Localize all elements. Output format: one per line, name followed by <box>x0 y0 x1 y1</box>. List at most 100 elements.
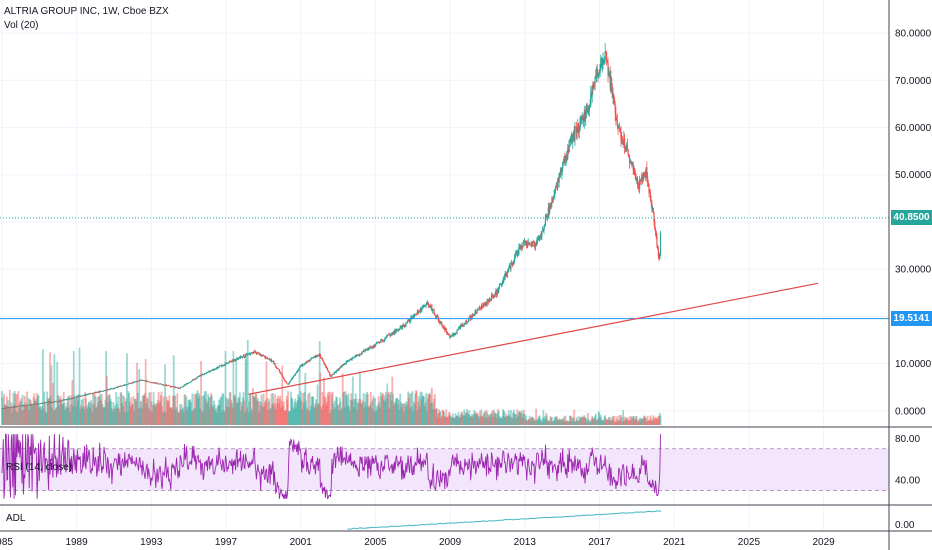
candle-body <box>94 392 96 393</box>
candle-body <box>329 374 332 377</box>
candle-body <box>154 382 156 384</box>
volume-bar <box>343 391 346 425</box>
volume-bar <box>650 418 653 425</box>
volume-bar <box>612 415 614 425</box>
candle-body <box>142 380 145 381</box>
candle-body <box>35 403 37 405</box>
volume-bar <box>178 412 181 425</box>
volume-bar <box>556 420 559 425</box>
candle-body <box>480 308 482 309</box>
volume-bar <box>147 407 150 425</box>
volume-bar <box>64 409 67 425</box>
candle-body <box>414 313 416 315</box>
volume-bar <box>52 410 55 425</box>
volume-bar <box>362 393 365 425</box>
candle-body <box>4 408 6 410</box>
volume-bar <box>116 407 119 425</box>
candle-body <box>483 303 485 308</box>
candle-body <box>405 322 407 326</box>
candle-body <box>70 398 72 400</box>
volume-bar <box>318 404 320 425</box>
volume-bar <box>384 401 387 425</box>
candle-body <box>38 403 40 405</box>
volume-bar <box>102 407 105 425</box>
candle-body <box>462 324 464 326</box>
volume-bar <box>623 416 626 425</box>
candle-body <box>367 348 369 351</box>
volume-bar <box>176 393 179 425</box>
candle-body <box>511 262 513 265</box>
volume-bar <box>327 395 330 425</box>
candle-body <box>363 350 365 352</box>
candle-body <box>47 402 49 403</box>
volume-bar <box>323 377 325 425</box>
volume-bar <box>551 421 554 425</box>
candle-body <box>387 334 389 336</box>
volume-bar <box>285 395 288 425</box>
volume-bar <box>215 412 218 425</box>
volume-bar <box>172 396 174 425</box>
candle-body <box>544 215 547 225</box>
candle-body <box>63 399 66 401</box>
candle-body <box>206 372 209 373</box>
candle-body <box>588 105 590 112</box>
volume-bar <box>341 373 344 425</box>
volume-bar <box>338 410 340 425</box>
volume-bar <box>648 420 651 425</box>
volume-bar <box>580 416 583 425</box>
volume-bar <box>604 415 607 425</box>
volume-bar <box>451 417 453 425</box>
candle-body <box>156 382 158 384</box>
candle-body <box>613 98 616 105</box>
candle-body <box>644 175 647 177</box>
volume-bar <box>141 395 144 425</box>
volume-bar <box>141 408 143 425</box>
volume-bar <box>185 407 187 425</box>
candle-body <box>458 326 460 328</box>
candle-body <box>422 306 424 308</box>
volume-bar <box>9 406 12 425</box>
volume-bar <box>627 420 630 425</box>
candle-body <box>33 404 35 405</box>
candle-body <box>214 369 217 370</box>
candle-body <box>159 383 161 385</box>
volume-bar <box>274 409 277 425</box>
candle-body <box>334 371 337 373</box>
volume-bar <box>438 412 441 425</box>
volume-bar <box>123 396 126 425</box>
volume-bar <box>605 419 608 425</box>
volume-bar <box>615 421 617 425</box>
volume-bar <box>509 416 512 425</box>
candle-body <box>652 208 654 213</box>
volume-bar <box>306 407 309 425</box>
candle-body <box>206 372 208 374</box>
candle-body <box>659 232 662 254</box>
candle-body <box>216 367 219 368</box>
volume-bar <box>26 406 29 425</box>
volume-bar <box>29 399 31 425</box>
volume-bar <box>232 351 235 425</box>
volume-bar <box>121 395 124 425</box>
candle-body <box>51 402 53 403</box>
volume-bar <box>261 406 264 425</box>
volume-bar <box>269 408 272 425</box>
y-tick-label: 60.0000 <box>895 123 932 134</box>
candle-body <box>541 231 543 237</box>
volume-bar <box>639 420 642 425</box>
candle-body <box>344 363 346 365</box>
candle-body <box>172 386 174 388</box>
volume-bar <box>499 417 502 425</box>
candle-body <box>359 353 361 356</box>
volume-bar <box>407 391 410 425</box>
candle-body <box>112 388 114 390</box>
volume-bar <box>46 398 49 425</box>
volume-bar <box>395 397 398 425</box>
candle-body <box>283 377 285 380</box>
volume-bar <box>401 403 404 425</box>
candle-body <box>456 330 458 334</box>
candle-body <box>324 364 327 367</box>
trend-line[interactable] <box>248 282 819 395</box>
candle-body <box>273 363 275 365</box>
candle-body <box>306 361 308 363</box>
